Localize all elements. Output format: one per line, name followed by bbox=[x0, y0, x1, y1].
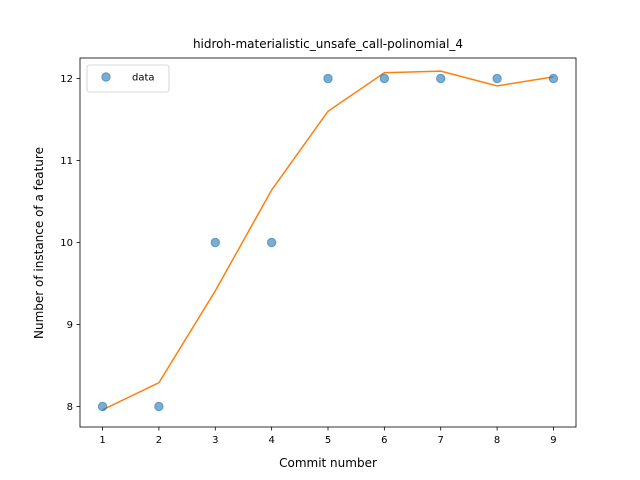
y-tick-label: 8 bbox=[67, 402, 73, 413]
x-tick-label: 2 bbox=[156, 435, 162, 446]
x-tick-label: 4 bbox=[268, 435, 274, 446]
x-tick-label: 8 bbox=[494, 435, 500, 446]
legend-marker bbox=[101, 72, 111, 82]
x-tick-label: 9 bbox=[550, 435, 556, 446]
data-point bbox=[379, 73, 390, 84]
data-point bbox=[97, 401, 108, 412]
data-point bbox=[210, 237, 220, 248]
data-point bbox=[154, 401, 164, 412]
y-axis: 8 9 10 11 12 bbox=[60, 74, 80, 413]
x-tick-label: 5 bbox=[325, 435, 331, 446]
data-point bbox=[492, 73, 502, 84]
y-tick-label: 9 bbox=[67, 320, 73, 331]
data-point bbox=[266, 237, 277, 248]
x-tick-label: 1 bbox=[99, 435, 105, 446]
y-tick-label: 12 bbox=[60, 74, 73, 85]
data-point bbox=[548, 73, 559, 84]
fit-line bbox=[102, 70, 554, 411]
y-tick-label: 10 bbox=[60, 238, 73, 249]
chart-title: hidroh-materialistic_unsafe_call-polinom… bbox=[193, 37, 463, 51]
legend: data bbox=[86, 64, 170, 93]
x-axis: 1 2 3 4 5 6 7 8 9 bbox=[99, 427, 557, 446]
series-layer bbox=[97, 70, 559, 412]
legend-label: data bbox=[132, 73, 155, 84]
x-tick-label: 6 bbox=[381, 435, 387, 446]
x-axis-label: Commit number bbox=[279, 456, 377, 470]
y-tick-label: 11 bbox=[60, 156, 73, 167]
y-axis-label: Number of instance of a feature bbox=[32, 147, 46, 339]
x-tick-label: 3 bbox=[212, 435, 218, 446]
data-point bbox=[436, 73, 446, 84]
x-tick-label: 7 bbox=[438, 435, 444, 446]
data-point bbox=[323, 73, 333, 84]
legend-box bbox=[86, 64, 170, 93]
